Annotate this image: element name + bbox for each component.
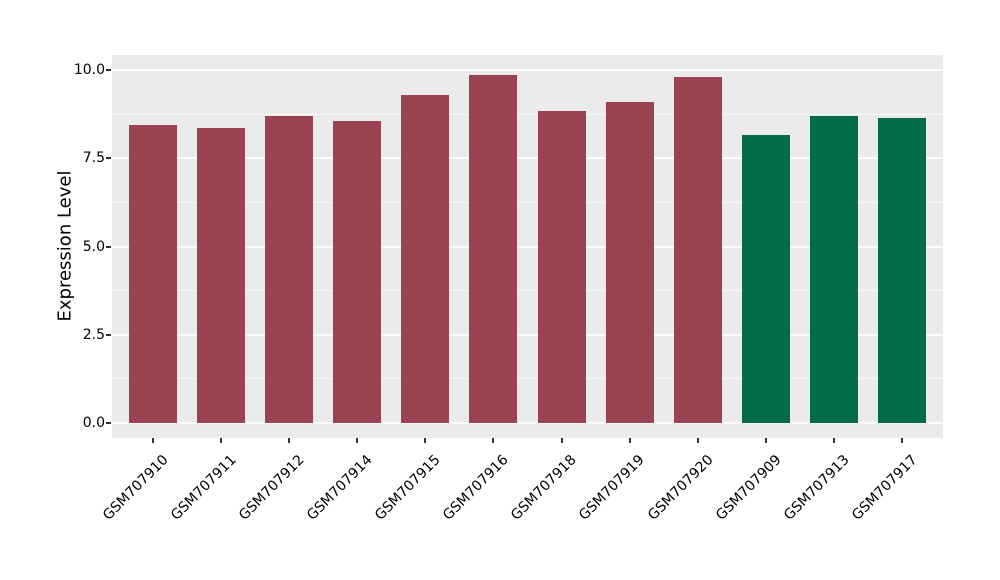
gridline-minor [112,113,943,115]
y-tick-mark [106,69,111,71]
y-tick-mark [106,157,111,160]
bar-GSM707917 [878,118,926,423]
bar-GSM707911 [197,128,245,423]
x-tick-mark [424,438,427,443]
bar-GSM707910 [129,125,177,423]
x-tick-mark [764,438,767,443]
bar-GSM707909 [742,135,790,423]
gridline-major [112,157,943,160]
y-tick-label: 10.0 [73,62,105,78]
x-tick-mark [151,438,154,443]
x-tick-label-GSM707911: GSM707911 [167,452,240,524]
y-tick-label: 2.5 [82,326,105,343]
x-tick-mark [696,438,699,443]
y-tick-label: 7.5 [82,150,105,167]
x-tick-mark [219,438,222,443]
x-tick-mark [560,438,563,443]
gridline-minor [112,201,943,203]
y-tick-label: 5.0 [82,238,105,255]
x-tick-mark [901,438,904,443]
gridline-minor [112,290,943,292]
bar-GSM707919 [606,102,654,423]
gridline-major [112,422,943,424]
gridline-major [112,69,943,71]
y-tick-mark [106,333,111,336]
x-tick-mark [628,438,631,443]
x-tick-label-GSM707912: GSM707912 [235,452,308,524]
x-tick-mark [492,438,495,443]
x-tick-label-GSM707916: GSM707916 [440,452,512,524]
x-tick-label-GSM707914: GSM707914 [303,452,376,524]
bar-GSM707916 [469,75,517,423]
plot-panel [112,55,943,438]
x-tick-label-GSM707919: GSM707919 [576,452,649,524]
bar-GSM707912 [265,116,313,423]
gridline-major [112,245,943,248]
x-tick-mark [288,438,291,443]
bar-GSM707915 [401,95,449,423]
x-tick-label-GSM707915: GSM707915 [372,452,444,524]
x-axis: GSM707910 GSM707911 GSM707912 GSM707914 GSM7… [100,438,943,580]
gridline-major [112,333,943,336]
x-tick-label-GSM707917: GSM707917 [848,452,921,524]
y-tick-mark [106,245,111,248]
x-tick-label-GSM707909: GSM707909 [712,452,785,524]
bar-GSM707913 [810,116,858,423]
bar-GSM707914 [333,121,381,423]
x-tick-label-GSM707910: GSM707910 [99,452,172,524]
x-tick-label-GSM707920: GSM707920 [644,452,717,524]
x-tick-mark [833,438,836,443]
y-tick-mark [106,422,111,424]
x-tick-label-GSM707913: GSM707913 [780,452,853,524]
x-tick-label-GSM707918: GSM707918 [508,452,580,524]
gridline-minor [112,378,943,380]
bar-GSM707920 [674,77,722,423]
x-tick-mark [356,438,359,443]
bar-GSM707918 [538,111,586,423]
y-tick-label: 0.0 [82,415,105,431]
